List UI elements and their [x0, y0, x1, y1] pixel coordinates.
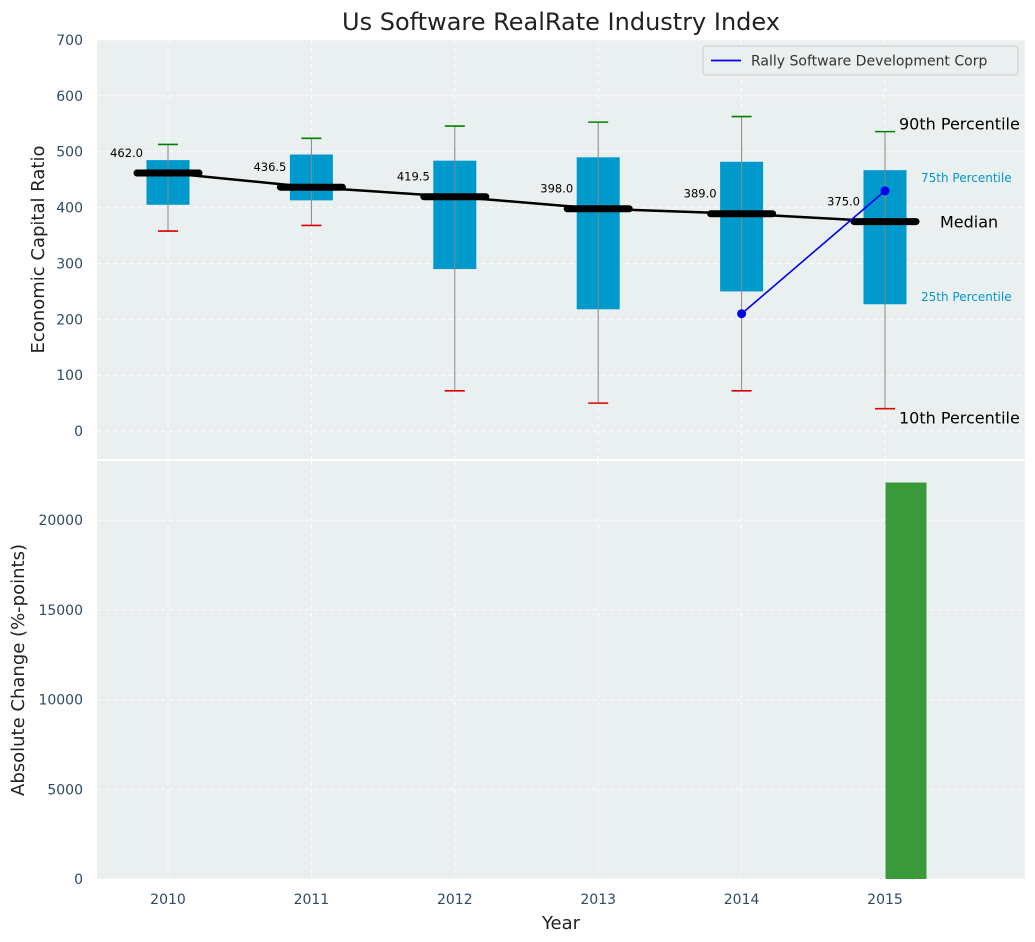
x-tick-label-2012: 2012 [437, 892, 473, 908]
annotation-75th-percentile: 75th Percentile [921, 171, 1012, 185]
annotation-25th-percentile: 25th Percentile [921, 290, 1012, 304]
company-series [737, 186, 890, 319]
company-line [741, 190, 886, 315]
top-y-tick-label: 700 [56, 33, 83, 49]
bottom-x-gridlines [167, 461, 886, 879]
bar-2015 [885, 482, 927, 879]
top-y-tick-label: 300 [56, 256, 83, 272]
median-value-label: 375.0 [827, 195, 860, 209]
bottom-y-tick-label: 20000 [38, 513, 83, 529]
legend-box [702, 45, 1019, 76]
x-tick-label-2011: 2011 [294, 892, 330, 908]
box-plot-marks [146, 115, 907, 410]
bottom-y-tick-label: 5000 [47, 782, 83, 798]
x-tick-label-2010: 2010 [150, 892, 186, 908]
bottom-y-tick-label: 0 [74, 872, 83, 888]
top-y-tick-label: 100 [56, 368, 83, 384]
percentile-annotations: 90th Percentile 75th Percentile Median 2… [899, 115, 1020, 428]
x-tick-label-2013: 2013 [580, 892, 616, 908]
annotation-10th-percentile: 10th Percentile [899, 409, 1020, 428]
bottom-y-tick-label: 10000 [38, 693, 83, 709]
x-tick-labels: 2010 2011 2012 2013 2014 2015 [150, 892, 903, 908]
legend-entry-rally: Rally Software Development Corp [751, 54, 987, 70]
top-y-tick-label: 400 [56, 201, 83, 217]
x-tick-label-2015: 2015 [867, 892, 903, 908]
bottom-y-tick-label: 15000 [38, 603, 83, 619]
company-point [737, 309, 747, 319]
x-tick-label-2014: 2014 [724, 892, 760, 908]
median-value-label: 419.5 [397, 170, 430, 184]
bar-marks [885, 482, 927, 879]
chart-title: Us Software RealRate Industry Index [342, 8, 780, 36]
annotation-90th-percentile: 90th Percentile [899, 115, 1020, 134]
company-point [880, 186, 890, 196]
median-trend: 462.0 436.5 419.5 398.0 389.0 375.0 [110, 146, 920, 226]
top-y-tick-label: 600 [56, 89, 83, 105]
top-y-axis-label: Economic Capital Ratio [28, 146, 49, 354]
bottom-plot-background [97, 461, 1025, 879]
top-y-ticks: 0 100 200 300 400 500 600 700 [56, 33, 83, 440]
annotation-median: Median [940, 213, 998, 232]
bottom-y-axis-label: Absolute Change (%-points) [8, 544, 29, 796]
top-y-tick-label: 200 [56, 312, 83, 328]
bottom-gridlines [97, 519, 1025, 880]
median-value-label: 398.0 [540, 182, 573, 196]
x-axis-label: Year [541, 913, 581, 934]
legend: Rally Software Development Corp [702, 45, 1019, 76]
median-value-label: 436.5 [253, 160, 286, 174]
top-gridlines [97, 39, 1025, 432]
median-value-label: 389.0 [684, 187, 717, 201]
median-value-label: 462.0 [110, 146, 143, 160]
top-y-tick-label: 0 [74, 424, 83, 440]
bottom-y-ticks: 0 5000 10000 15000 20000 [38, 513, 83, 888]
top-y-tick-label: 500 [56, 145, 83, 161]
